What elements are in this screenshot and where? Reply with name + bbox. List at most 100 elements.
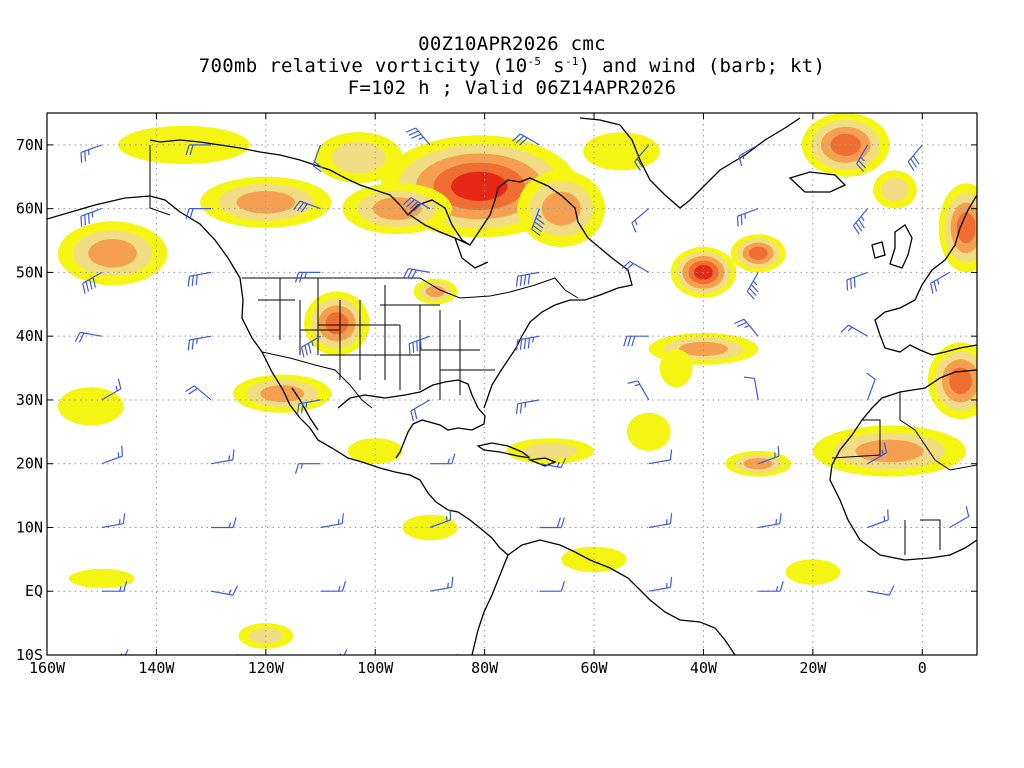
wind-barb [80,208,102,227]
vorticity-feature [927,342,977,420]
coast-gulf-mexico [337,379,486,459]
wind-barb [429,509,452,529]
vorticity-feature [583,132,660,171]
vorticity-contour-level-4 [325,312,349,335]
x-tick-label: 140W [138,659,175,677]
vorticity-feature [873,170,917,209]
vorticity-contour-level-5 [451,171,508,201]
wind-barb [539,517,565,529]
map-frame [46,112,978,656]
wind-barb [949,506,970,529]
wind-barb [312,144,324,173]
wind-barb [405,127,431,146]
vorticity-contour-level-2 [881,177,909,202]
vorticity-contour-level-4 [748,246,768,260]
title-line-field: 700mb relative vorticity (10-5 s-1) and … [0,55,1024,77]
vorticity-contour-level-5 [694,265,713,280]
wind-barb [867,442,888,465]
wind-barb [187,271,212,287]
vorticity-contour-level-4 [949,367,972,395]
vorticity-feature [659,349,693,388]
vorticity-feature [68,568,135,589]
x-tick-label: 120W [248,659,285,677]
vorticity-feature [938,183,977,273]
coast-british-isles [871,224,913,269]
vorticity-feature [347,438,403,464]
wind-barb [738,144,759,167]
wind-barb [320,581,347,592]
x-tick-label: 160W [29,659,66,677]
vorticity-feature [812,425,967,477]
wind-barb [74,331,102,343]
wind-barb [211,517,237,529]
y-tick-label: 10S [16,646,43,664]
wind-barb [294,271,321,283]
vorticity-contour-level-3 [679,341,728,356]
coast-central-america [447,509,509,556]
x-tick-label: 60W [581,659,609,677]
y-tick-label: 50N [16,263,43,281]
wind-barb [634,144,650,171]
wind-barb [539,581,565,592]
coast-east-north-america [149,139,633,409]
wind-barb [840,324,868,337]
wind-barb [210,585,239,596]
y-tick-label: 60N [16,200,43,218]
border-us-mexico [261,351,373,409]
y-tick-label: 20N [16,455,43,473]
vorticity-contour-level-1 [583,132,660,171]
wind-barb [185,208,212,219]
y-tick-label: 10N [16,518,43,536]
wind-barb [187,335,212,351]
wind-barb [907,144,923,171]
wind-barb [101,649,129,655]
wind-barb [746,272,759,300]
title-line-valid: F=102 h ; Valid 06Z14APR2026 [347,77,677,99]
vorticity-feature [57,221,168,286]
wind-barb [757,445,780,465]
wind-barb [631,208,650,233]
vorticity-contour-level-1 [659,349,693,388]
coast-hudson-bay [409,214,489,269]
wind-barb [539,457,567,469]
vorticity-feature [413,278,458,305]
border-us-states [258,278,495,400]
vorticity-contour-level-2 [523,443,578,459]
title-exponent-scale: -5 [527,55,542,68]
title-field-unit: s [541,55,565,77]
wind-barb [867,585,895,596]
wind-barb [82,271,103,294]
wind-barb [743,376,759,401]
coastlines [47,117,977,655]
wind-barb [297,399,321,415]
wind-barb [623,335,649,347]
vorticity-feature [304,291,370,356]
vorticity-feature [517,170,605,247]
vorticity-feature [118,125,250,164]
x-tick-label: 100W [357,659,394,677]
wind-barb [429,576,454,592]
wind-barbs [74,127,970,655]
vorticity-feature [670,246,737,298]
x-tick-label: 20W [799,659,827,677]
wind-barb [627,380,650,401]
wind-barb [856,144,869,172]
vorticity-contour-level-3 [541,191,581,226]
wind-barb [402,197,431,212]
vorticity-feature [730,234,786,273]
wind-barb [410,399,431,422]
wind-barb [80,144,102,163]
border-alaska-canada [149,145,171,216]
wind-barb [515,399,540,415]
vorticity-contour-level-1 [347,438,403,464]
wind-barb [930,271,950,294]
vorticity-contour-level-2 [331,141,386,174]
wind-barb [320,513,344,529]
wind-barb [531,208,545,237]
vorticity-feature [342,183,452,235]
title-line-run: 00Z10APR2026 cmc [418,33,606,55]
wind-barb [648,576,673,592]
vorticity-feature [785,559,841,585]
border-us-canada [242,277,579,299]
